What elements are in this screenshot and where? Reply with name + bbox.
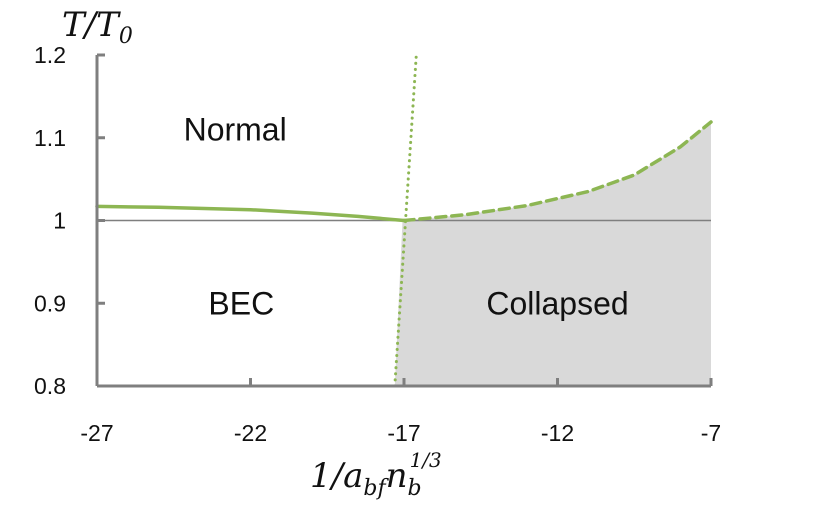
x-tick-label: -12 — [541, 420, 574, 446]
y-axis-title: T/T0 — [62, 5, 133, 49]
collapsed-region-fill — [394, 122, 711, 386]
y-tick-label: 1.2 — [34, 42, 66, 68]
series-layer — [95, 53, 713, 388]
y-tick-label: 0.8 — [34, 373, 66, 399]
x-tick-label: -17 — [387, 420, 420, 446]
y-tick-label: 0.9 — [34, 290, 66, 316]
region-labels: Normal BEC Collapsed — [184, 111, 629, 321]
region-label-bec: BEC — [208, 285, 274, 321]
y-tick-label: 1.1 — [34, 125, 66, 151]
series-line-dotted — [393, 53, 418, 388]
series-line-solid — [95, 204, 406, 223]
x-tick-label: -27 — [80, 420, 113, 446]
x-tick-label: -7 — [701, 420, 721, 446]
series-line-dashed — [402, 120, 713, 223]
region-label-collapsed: Collapsed — [486, 285, 628, 321]
axes: -27 -22 -17 -12 -7 1.2 1.1 1 0.9 0.8 — [34, 42, 721, 446]
x-axis-title: 1/abfnb1/3 — [310, 448, 442, 501]
region-label-normal: Normal — [184, 111, 287, 147]
x-tick-label: -22 — [234, 420, 267, 446]
collapsed-shaded-region — [394, 122, 711, 386]
y-tick-label: 1 — [53, 208, 66, 234]
